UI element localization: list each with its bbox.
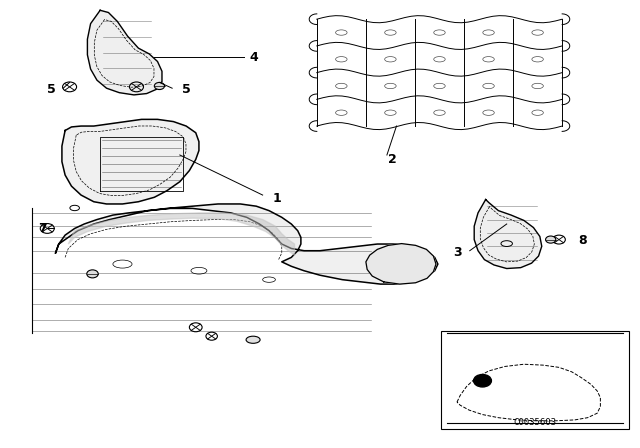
Text: 3: 3: [454, 246, 462, 259]
Circle shape: [87, 270, 99, 278]
Text: 5: 5: [182, 83, 191, 96]
Polygon shape: [62, 119, 199, 204]
Text: 5: 5: [47, 83, 56, 96]
Text: 7: 7: [38, 222, 47, 235]
Circle shape: [545, 236, 556, 243]
Circle shape: [154, 82, 164, 90]
Circle shape: [474, 375, 492, 387]
Polygon shape: [88, 10, 162, 95]
Polygon shape: [474, 199, 541, 268]
Text: 2: 2: [388, 153, 397, 166]
Text: 8: 8: [578, 234, 587, 247]
Ellipse shape: [246, 336, 260, 343]
Text: 1: 1: [272, 192, 281, 205]
Polygon shape: [366, 244, 436, 284]
Text: C0035603: C0035603: [513, 418, 557, 426]
Text: 4: 4: [250, 51, 259, 64]
Polygon shape: [56, 204, 438, 284]
Polygon shape: [68, 213, 294, 255]
FancyBboxPatch shape: [441, 331, 629, 429]
